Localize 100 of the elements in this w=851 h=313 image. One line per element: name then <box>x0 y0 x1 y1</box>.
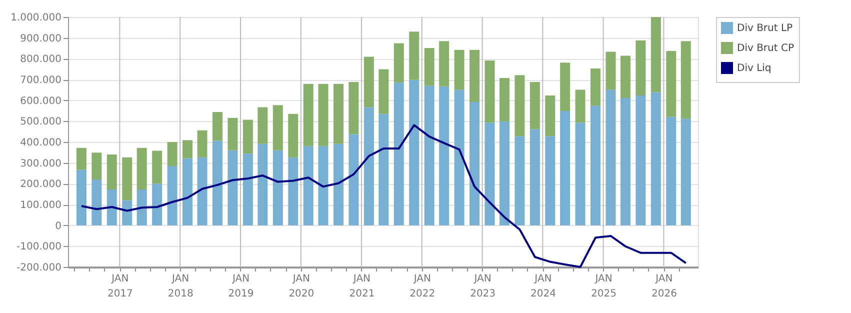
bar <box>409 80 420 226</box>
bar <box>197 130 208 158</box>
y-tick-label: 500.000 <box>20 116 62 128</box>
bar <box>318 84 328 146</box>
x-tick-label: JAN 2018 <box>168 274 194 300</box>
bar <box>212 140 222 226</box>
bar <box>333 84 344 144</box>
bar <box>106 190 117 226</box>
y-tick-label: 0 <box>55 220 62 232</box>
bar <box>228 118 238 150</box>
bar <box>545 136 556 226</box>
y-tick-label: 300.000 <box>20 158 62 170</box>
bar <box>152 184 162 226</box>
y-tick-label: 1.000.000 <box>10 12 62 24</box>
bar <box>333 144 344 226</box>
bar <box>424 86 434 226</box>
bar <box>378 114 389 226</box>
bar <box>122 157 132 200</box>
bar <box>454 90 464 226</box>
bar <box>470 102 480 226</box>
bar <box>530 129 540 226</box>
x-tick-label: JAN 2024 <box>530 274 556 300</box>
bar <box>470 50 480 102</box>
y-tick-label: -200.000 <box>16 262 62 274</box>
bar <box>680 118 691 226</box>
bar <box>197 157 208 226</box>
bar <box>394 82 404 226</box>
bar <box>484 60 495 123</box>
y-tick-label: 200.000 <box>20 179 62 190</box>
bar <box>167 166 178 226</box>
bar <box>258 107 268 144</box>
bar <box>122 200 132 226</box>
bar <box>439 41 450 86</box>
x-tick-label: JAN 2019 <box>228 274 254 300</box>
bar <box>288 157 298 226</box>
bar <box>545 96 556 136</box>
bar <box>136 190 147 226</box>
bar <box>152 150 162 184</box>
bar <box>606 52 616 90</box>
y-tick-label: -100.000 <box>16 242 62 253</box>
legend-label: Div Brut CP <box>737 43 794 54</box>
bar <box>620 98 630 226</box>
bar <box>378 69 389 114</box>
y-tick-label: 900.000 <box>20 33 62 44</box>
bar <box>303 84 314 146</box>
bar <box>182 158 193 226</box>
bar <box>394 43 404 83</box>
bar <box>136 148 147 190</box>
bar <box>76 148 86 170</box>
x-tick-label: JAN 2025 <box>591 274 617 300</box>
bar <box>636 40 646 96</box>
bar <box>590 68 601 106</box>
x-tick-label: JAN 2023 <box>470 274 496 300</box>
bar <box>680 41 691 119</box>
bar <box>272 105 283 150</box>
y-tick-label: 800.000 <box>20 54 62 66</box>
y-tick-label: 700.000 <box>20 75 62 86</box>
bar <box>424 48 434 86</box>
x-tick-label: JAN 2022 <box>410 274 436 300</box>
bar <box>530 82 540 130</box>
bar <box>288 114 298 158</box>
bar <box>76 170 86 226</box>
bar <box>242 120 253 154</box>
bar <box>228 150 238 226</box>
y-tick-label: 400.000 <box>20 138 62 148</box>
bar <box>499 121 510 226</box>
bar <box>242 154 253 226</box>
bar <box>620 56 630 98</box>
bar <box>318 146 328 226</box>
x-tick-label: JAN 2020 <box>288 274 314 300</box>
bar <box>636 96 646 226</box>
bar <box>575 90 586 123</box>
bar <box>666 116 676 226</box>
bar <box>514 136 525 226</box>
bar <box>575 122 586 226</box>
y-tick-label: 600.000 <box>20 96 62 107</box>
bar <box>348 82 359 134</box>
x-tick-label: JAN 2017 <box>107 274 133 300</box>
bar <box>439 86 450 226</box>
bar <box>409 32 420 80</box>
line-series <box>80 124 687 268</box>
bar <box>92 180 102 226</box>
legend-label: Div Liq <box>737 63 772 74</box>
y-tick-label: 100.000 <box>20 200 62 211</box>
legend-label: Div Brut LP <box>737 23 793 34</box>
bar <box>650 92 661 226</box>
bar <box>106 154 117 190</box>
bar <box>560 110 570 226</box>
bar <box>650 17 661 92</box>
bar <box>364 56 374 108</box>
x-tick-label: JAN 2021 <box>349 274 375 300</box>
bar <box>364 107 374 226</box>
bar <box>606 90 616 226</box>
bar <box>499 78 510 122</box>
bar <box>212 112 222 141</box>
bar <box>666 50 676 117</box>
x-tick-label: JAN 2026 <box>651 274 677 300</box>
bar <box>484 122 495 226</box>
bar <box>514 75 525 136</box>
bar <box>167 142 178 166</box>
